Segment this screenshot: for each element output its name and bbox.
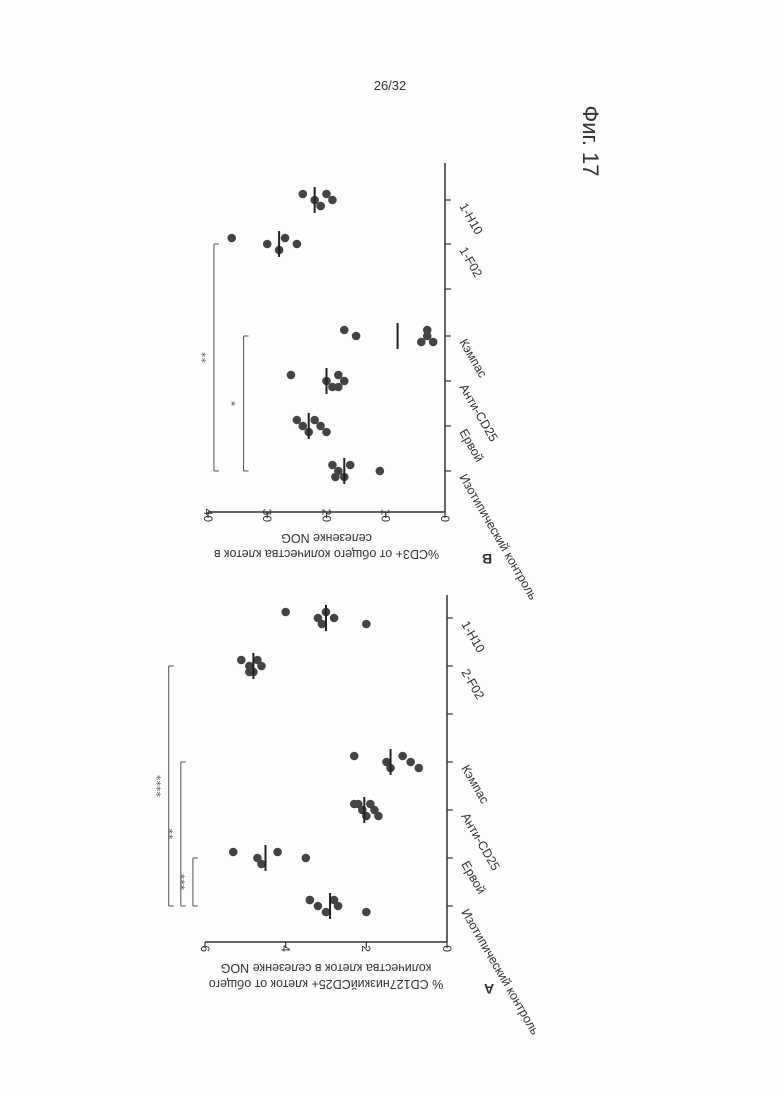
category-label: Ервой <box>458 859 488 897</box>
data-point <box>281 608 290 617</box>
significance-label: * <box>225 401 238 407</box>
data-point <box>414 764 423 773</box>
data-point <box>229 848 238 857</box>
data-point <box>227 234 236 243</box>
y-axis-title-line2: количества клеток в селезенке NOG <box>221 961 432 975</box>
value-tick-label: 4 <box>278 945 292 952</box>
data-point <box>330 614 339 623</box>
data-point <box>398 752 407 761</box>
panel-label: B <box>482 551 492 567</box>
data-point <box>237 656 246 665</box>
data-point <box>429 338 438 347</box>
category-label: 1-H10 <box>458 619 487 656</box>
data-point <box>287 371 296 380</box>
value-tick-label: 2 <box>359 945 373 952</box>
data-point <box>362 620 371 629</box>
value-tick-label: 20 <box>319 509 333 523</box>
data-point <box>318 620 327 629</box>
category-label: Кэмпас <box>456 337 489 381</box>
data-point <box>302 854 311 863</box>
data-point <box>293 240 302 249</box>
category-label: 2-F02 <box>458 667 486 702</box>
data-point <box>331 473 340 482</box>
value-tick-label: 40 <box>201 509 215 523</box>
data-point <box>350 752 359 761</box>
value-tick-label: 6 <box>198 945 212 952</box>
y-axis-title-line2: селезенке NOG <box>281 531 372 545</box>
y-axis-title-line1: % CD127низкийCD25+ клеток от общего <box>209 977 444 991</box>
category-label: Изотипический контроль <box>458 907 542 1038</box>
data-point <box>354 800 363 809</box>
value-tick-label: 10 <box>379 509 393 523</box>
category-label: Кэмпас <box>458 763 491 807</box>
data-point <box>263 240 272 249</box>
category-label: Изотипический контроль <box>456 472 540 603</box>
data-point <box>281 234 290 243</box>
significance-label: ** <box>195 352 208 364</box>
data-point <box>257 860 266 869</box>
data-point <box>306 896 315 905</box>
panel-a-chart: 0246Изотипический контрольЕрвойАнти-CD25… <box>150 595 542 1037</box>
panel-label: A <box>484 981 494 997</box>
data-point <box>322 908 331 917</box>
data-point <box>328 196 337 205</box>
data-point <box>334 383 343 392</box>
data-point <box>362 908 371 917</box>
data-point <box>346 461 355 470</box>
panel-b-chart: 010203040Изотипический контрольЕрвойАнти… <box>195 163 540 602</box>
value-tick-label: 30 <box>260 509 274 523</box>
category-label: 1-H10 <box>456 201 485 238</box>
data-point <box>322 428 331 437</box>
category-label: 1-F02 <box>456 245 484 280</box>
data-point <box>376 467 385 476</box>
y-axis-title-line1: %CD3+ от общего количества клеток в <box>214 547 440 561</box>
data-point <box>406 758 415 767</box>
data-point <box>299 190 308 199</box>
value-tick-label: 0 <box>438 515 452 522</box>
data-point <box>352 332 361 341</box>
data-point <box>340 326 349 335</box>
data-point <box>273 848 282 857</box>
data-point <box>334 902 343 911</box>
data-point <box>316 202 325 211</box>
value-tick-label: 0 <box>440 945 454 952</box>
data-point <box>374 812 383 821</box>
data-point <box>314 902 323 911</box>
data-point <box>245 668 254 677</box>
significance-label: **** <box>150 775 163 798</box>
data-point <box>257 662 266 671</box>
